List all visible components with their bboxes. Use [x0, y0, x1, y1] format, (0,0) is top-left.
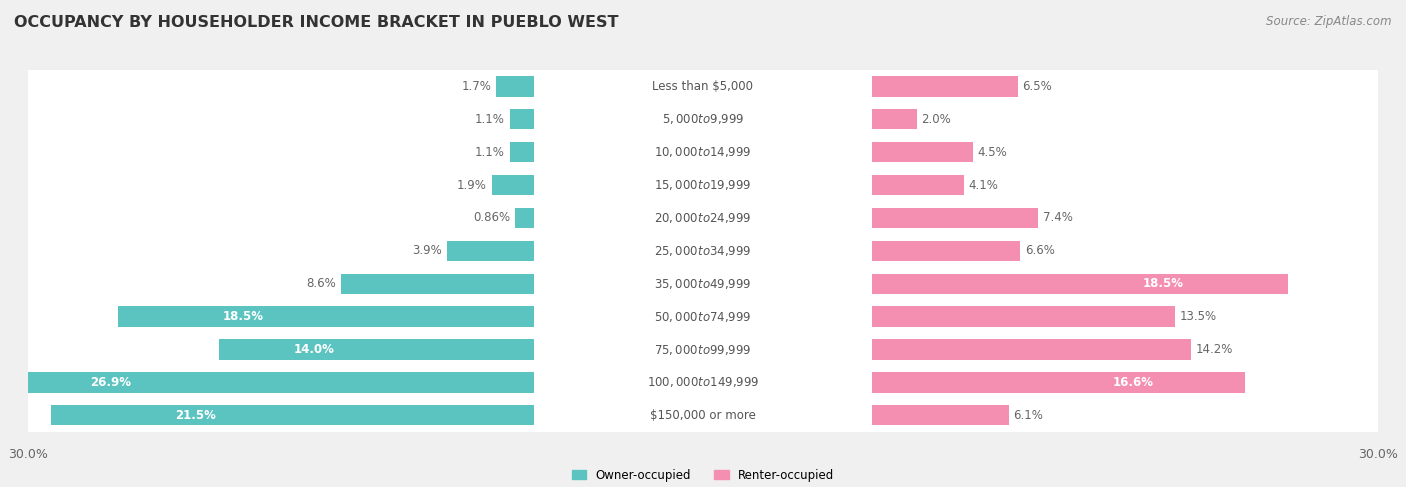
Text: 21.5%: 21.5%	[176, 409, 217, 422]
Text: $10,000 to $14,999: $10,000 to $14,999	[654, 145, 752, 159]
Text: 3.9%: 3.9%	[412, 244, 441, 257]
Bar	[872, 109, 917, 130]
Bar	[28, 202, 1378, 234]
Text: 1.1%: 1.1%	[475, 146, 505, 159]
Bar	[118, 306, 534, 327]
Text: 18.5%: 18.5%	[222, 310, 263, 323]
Text: $20,000 to $24,999: $20,000 to $24,999	[654, 211, 752, 225]
Text: $75,000 to $99,999: $75,000 to $99,999	[654, 342, 752, 356]
FancyBboxPatch shape	[537, 109, 869, 130]
Bar	[28, 300, 1378, 333]
Text: 13.5%: 13.5%	[1180, 310, 1218, 323]
FancyBboxPatch shape	[537, 372, 869, 393]
Text: $5,000 to $9,999: $5,000 to $9,999	[662, 112, 744, 126]
FancyBboxPatch shape	[537, 174, 869, 196]
FancyBboxPatch shape	[537, 338, 869, 360]
Text: OCCUPANCY BY HOUSEHOLDER INCOME BRACKET IN PUEBLO WEST: OCCUPANCY BY HOUSEHOLDER INCOME BRACKET …	[14, 15, 619, 30]
Bar	[509, 109, 534, 130]
Bar	[872, 339, 1191, 360]
FancyBboxPatch shape	[537, 404, 869, 426]
Bar	[28, 234, 1378, 267]
Bar	[872, 208, 1038, 228]
Text: 1.1%: 1.1%	[475, 113, 505, 126]
FancyBboxPatch shape	[537, 273, 869, 295]
Text: $150,000 or more: $150,000 or more	[650, 409, 756, 422]
FancyBboxPatch shape	[537, 306, 869, 327]
Text: Source: ZipAtlas.com: Source: ZipAtlas.com	[1267, 15, 1392, 28]
Bar	[872, 76, 1018, 96]
Bar	[872, 405, 1010, 426]
Legend: Owner-occupied, Renter-occupied: Owner-occupied, Renter-occupied	[572, 469, 834, 482]
Text: 14.0%: 14.0%	[294, 343, 335, 356]
Bar	[28, 399, 1378, 431]
FancyBboxPatch shape	[537, 75, 869, 97]
Text: 26.9%: 26.9%	[90, 376, 131, 389]
Text: 6.6%: 6.6%	[1025, 244, 1054, 257]
Bar	[28, 333, 1378, 366]
Text: $25,000 to $34,999: $25,000 to $34,999	[654, 244, 752, 258]
Text: $35,000 to $49,999: $35,000 to $49,999	[654, 277, 752, 291]
Bar	[872, 175, 965, 195]
Text: 7.4%: 7.4%	[1043, 211, 1073, 225]
FancyBboxPatch shape	[537, 141, 869, 163]
Bar	[872, 372, 1246, 393]
Bar	[492, 175, 534, 195]
Bar	[872, 274, 1288, 294]
Bar	[28, 136, 1378, 169]
Text: 2.0%: 2.0%	[921, 113, 950, 126]
Bar	[872, 142, 973, 162]
Text: 1.7%: 1.7%	[461, 80, 492, 93]
Bar	[28, 366, 1378, 399]
Bar	[447, 241, 534, 261]
Bar	[28, 103, 1378, 136]
Text: 4.5%: 4.5%	[977, 146, 1007, 159]
Text: Less than $5,000: Less than $5,000	[652, 80, 754, 93]
Text: 0.86%: 0.86%	[474, 211, 510, 225]
Bar	[51, 405, 534, 426]
Text: 8.6%: 8.6%	[307, 277, 336, 290]
Text: $50,000 to $74,999: $50,000 to $74,999	[654, 310, 752, 324]
Bar	[515, 208, 534, 228]
Text: 14.2%: 14.2%	[1195, 343, 1233, 356]
Bar	[28, 169, 1378, 202]
Bar	[219, 339, 534, 360]
Bar	[872, 306, 1175, 327]
Text: $15,000 to $19,999: $15,000 to $19,999	[654, 178, 752, 192]
Text: $100,000 to $149,999: $100,000 to $149,999	[647, 375, 759, 390]
Bar	[496, 76, 534, 96]
Text: 4.1%: 4.1%	[969, 179, 998, 191]
Bar	[28, 267, 1378, 300]
Bar	[0, 372, 534, 393]
Text: 6.1%: 6.1%	[1014, 409, 1043, 422]
Text: 1.9%: 1.9%	[457, 179, 486, 191]
Text: 18.5%: 18.5%	[1143, 277, 1184, 290]
Bar	[340, 274, 534, 294]
Text: 16.6%: 16.6%	[1112, 376, 1154, 389]
Text: 6.5%: 6.5%	[1022, 80, 1052, 93]
FancyBboxPatch shape	[537, 207, 869, 229]
Bar	[28, 70, 1378, 103]
Bar	[509, 142, 534, 162]
Bar	[872, 241, 1021, 261]
FancyBboxPatch shape	[537, 240, 869, 262]
